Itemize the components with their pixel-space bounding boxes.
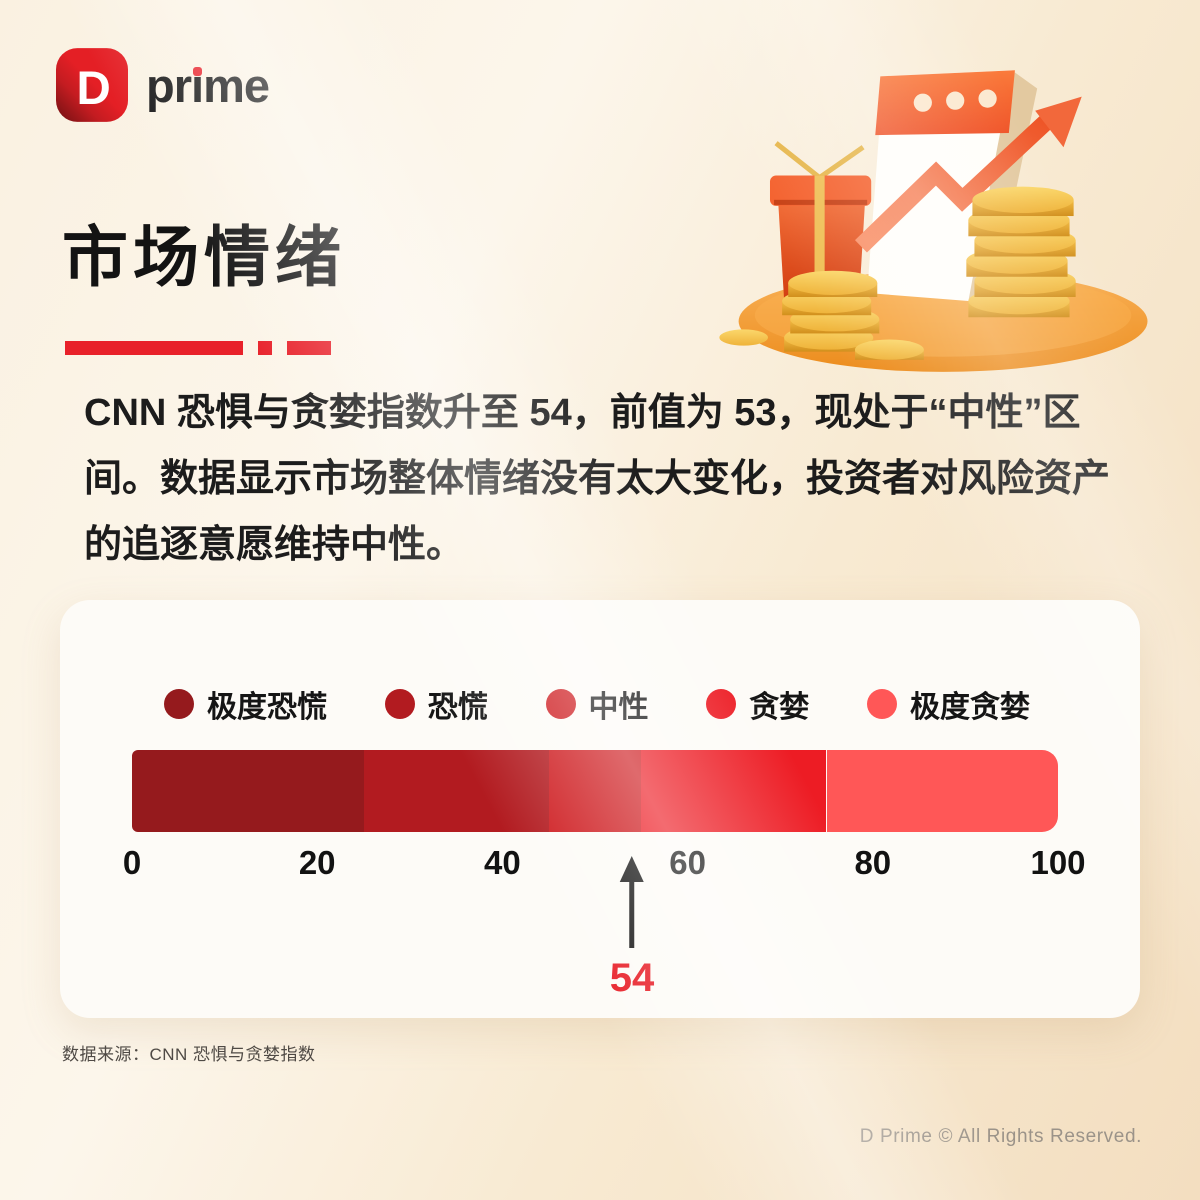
logo-word-i: ı [191,58,204,112]
legend-dot-icon [164,689,194,719]
page-title: 市场情绪 [62,220,346,294]
d-prime-logo-icon: D [56,48,128,122]
axis-tick-60: 60 [669,844,706,881]
legend-item-2: 中性 [545,682,649,726]
coin-stacks-icon [719,186,1076,360]
gauge-segment-3 [641,750,827,832]
logo-wordmark: pr ı me [146,58,270,112]
gauge-segment-4 [826,750,1058,832]
legend-item-3: 贪婪 [706,682,809,726]
legend-label: 恐慌 [427,691,488,724]
logo-mark-letter: D [77,62,111,115]
legend-dot-icon [867,689,897,719]
legend-dot-icon [545,689,576,719]
gauge-legend: 极度恐慌 恐慌 中性 贪婪 极度贪婪 [164,682,1030,726]
legend-label: 极度贪婪 [910,691,1030,724]
legend-item-4: 极度贪婪 [867,682,1030,726]
axis-tick-20: 20 [298,844,336,881]
axis-tick-40: 40 [484,844,521,881]
copyright-note: D Prime © All Rights Reserved. [859,1126,1142,1147]
hero-illustration [719,70,1148,372]
gauge-marker-value: 54 [609,956,655,1000]
legend-label: 中性 [588,691,649,724]
sentiment-gauge-card: 极度恐慌 恐慌 中性 贪婪 极度贪婪 0 20 40 60 80 100 54 [60,600,1140,1018]
gauge-segment-2 [548,750,642,832]
axis-tick-0: 0 [122,844,142,881]
legend-label: 贪婪 [749,691,810,724]
legend-label: 极度恐慌 [207,691,327,724]
intro-paragraph: CNN 恐惧与贪婪指数升至 54，前值为 53，现处于“中性”区间。数据显示市场… [84,392,1111,566]
gauge-segment-1 [363,750,549,832]
brand-logo: D pr ı me [56,48,270,122]
gauge-track [132,750,1058,832]
logo-word-post: me [203,58,270,112]
legend-item-0: 极度恐慌 [164,682,327,726]
legend-dot-icon [706,689,737,719]
trend-arrow-icon [854,96,1082,253]
legend-item-1: 恐慌 [384,682,488,726]
axis-tick-80: 80 [854,844,892,881]
logo-word-pre: pr [146,58,192,112]
legend-dot-icon [384,689,415,719]
gauge-axis: 0 20 40 60 80 100 [123,844,1086,886]
axis-tick-100: 100 [1030,844,1086,881]
title-underline [65,341,331,355]
gauge-segment-0 [132,750,364,832]
data-source-note: 数据来源：CNN 恐惧与贪婪指数 [62,1045,316,1064]
